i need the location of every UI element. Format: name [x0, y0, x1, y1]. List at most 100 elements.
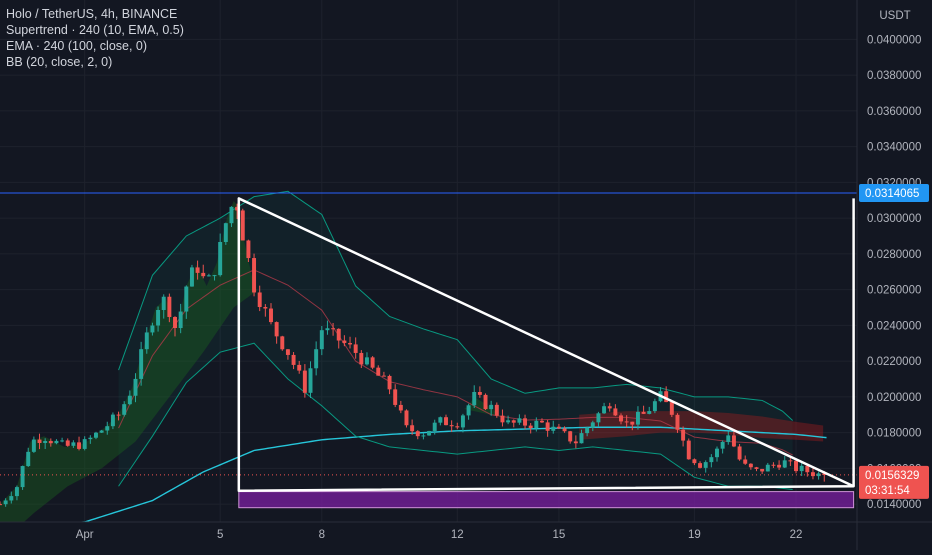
candle-body	[816, 473, 821, 477]
candle-body	[9, 496, 14, 501]
candle-body	[432, 422, 437, 431]
candle-body	[20, 466, 25, 488]
candle-body	[31, 439, 36, 452]
candle-body	[483, 394, 488, 410]
candle-body	[540, 420, 544, 423]
candle-body	[748, 463, 753, 468]
candle-body	[201, 272, 206, 277]
candle-body	[489, 404, 494, 410]
candle-body	[370, 357, 375, 368]
candle-body	[596, 413, 601, 423]
indicator-bb[interactable]: BB (20, close, 2, 0)	[6, 55, 113, 69]
candle-body	[105, 426, 110, 431]
candle-body	[167, 296, 172, 317]
candle-body	[579, 433, 584, 444]
candle-body	[144, 332, 149, 350]
candle-body	[297, 364, 302, 371]
candle-body	[82, 439, 87, 449]
indicator-ema[interactable]: EMA · 240 (100, close, 0)	[6, 39, 148, 53]
candle-body	[726, 435, 731, 442]
candle-body	[291, 354, 296, 365]
candle-body	[460, 415, 465, 428]
candle-body	[240, 210, 245, 241]
candle-body	[494, 404, 499, 416]
candle-body	[664, 391, 669, 403]
candle-body	[551, 426, 556, 431]
indicator-supertrend[interactable]: Supertrend · 240 (10, EMA, 0.5)	[6, 23, 184, 37]
candle-body	[613, 408, 618, 416]
candle-body	[720, 441, 725, 449]
candle-body	[127, 395, 132, 405]
candle-body	[93, 432, 98, 438]
candle-body	[173, 316, 177, 329]
candle-body	[336, 328, 341, 341]
candle-body	[274, 322, 279, 337]
candle-body	[156, 309, 161, 326]
candle-body	[3, 500, 8, 505]
candle-body	[0, 504, 2, 506]
candle-body	[528, 425, 533, 429]
candle-body	[686, 440, 691, 460]
candle-body	[771, 464, 776, 466]
candle-body	[635, 411, 640, 425]
candle-body	[331, 328, 336, 330]
candle-body	[715, 448, 719, 458]
candle-body	[110, 414, 115, 427]
candle-body	[252, 258, 257, 293]
candle-body	[381, 375, 386, 377]
candle-body	[325, 328, 330, 331]
candle-body	[218, 241, 223, 276]
symbol-title[interactable]: Holo / TetherUS, 4h, BINANCE	[6, 7, 178, 21]
high-price-label: 0.0314065	[865, 188, 919, 200]
candle-body	[139, 349, 144, 379]
last-price-label-bg	[859, 465, 929, 499]
ema-line	[0, 426, 827, 527]
candle-body	[444, 417, 448, 426]
candle-body	[353, 344, 358, 353]
candle-body	[669, 402, 674, 415]
candle-body	[398, 404, 403, 411]
candle-body	[71, 442, 76, 446]
candle-body	[280, 336, 285, 350]
candle-body	[754, 467, 759, 469]
candle-body	[212, 275, 217, 277]
candle-body	[189, 267, 194, 287]
candle-body	[246, 240, 251, 259]
candle-body	[404, 410, 409, 426]
candle-body	[122, 404, 127, 415]
x-tick-label: 22	[790, 529, 803, 541]
candle-body	[376, 367, 381, 376]
candle-body	[602, 406, 607, 414]
candle-body	[517, 418, 522, 423]
candle-body	[229, 206, 234, 224]
y-tick-label: 0.0280000	[867, 249, 921, 261]
candle-body	[257, 292, 262, 308]
candle-body	[624, 421, 629, 423]
candle-body	[48, 441, 53, 444]
candle-body	[590, 422, 595, 428]
candle-body	[760, 468, 765, 472]
candle-body	[703, 462, 708, 468]
candle-countdown: 03:31:54	[865, 485, 910, 497]
candle-body	[472, 391, 477, 406]
candle-body	[799, 465, 804, 472]
candle-body	[810, 472, 815, 477]
candle-body	[556, 426, 561, 429]
candle-body	[788, 460, 793, 462]
y-tick-label: 0.0300000	[867, 213, 921, 225]
candle-body	[777, 464, 782, 468]
high-price-label-bg	[859, 183, 929, 202]
candle-body	[410, 425, 415, 432]
candle-body	[743, 459, 748, 464]
price-axis-bg	[857, 0, 932, 550]
y-tick-label: 0.0400000	[867, 34, 921, 46]
candle-body	[692, 459, 697, 464]
candle-body	[523, 418, 528, 426]
candle-body	[585, 427, 590, 434]
candle-body	[150, 325, 155, 333]
indicator-lines	[0, 190, 827, 527]
candle-body	[500, 415, 505, 423]
